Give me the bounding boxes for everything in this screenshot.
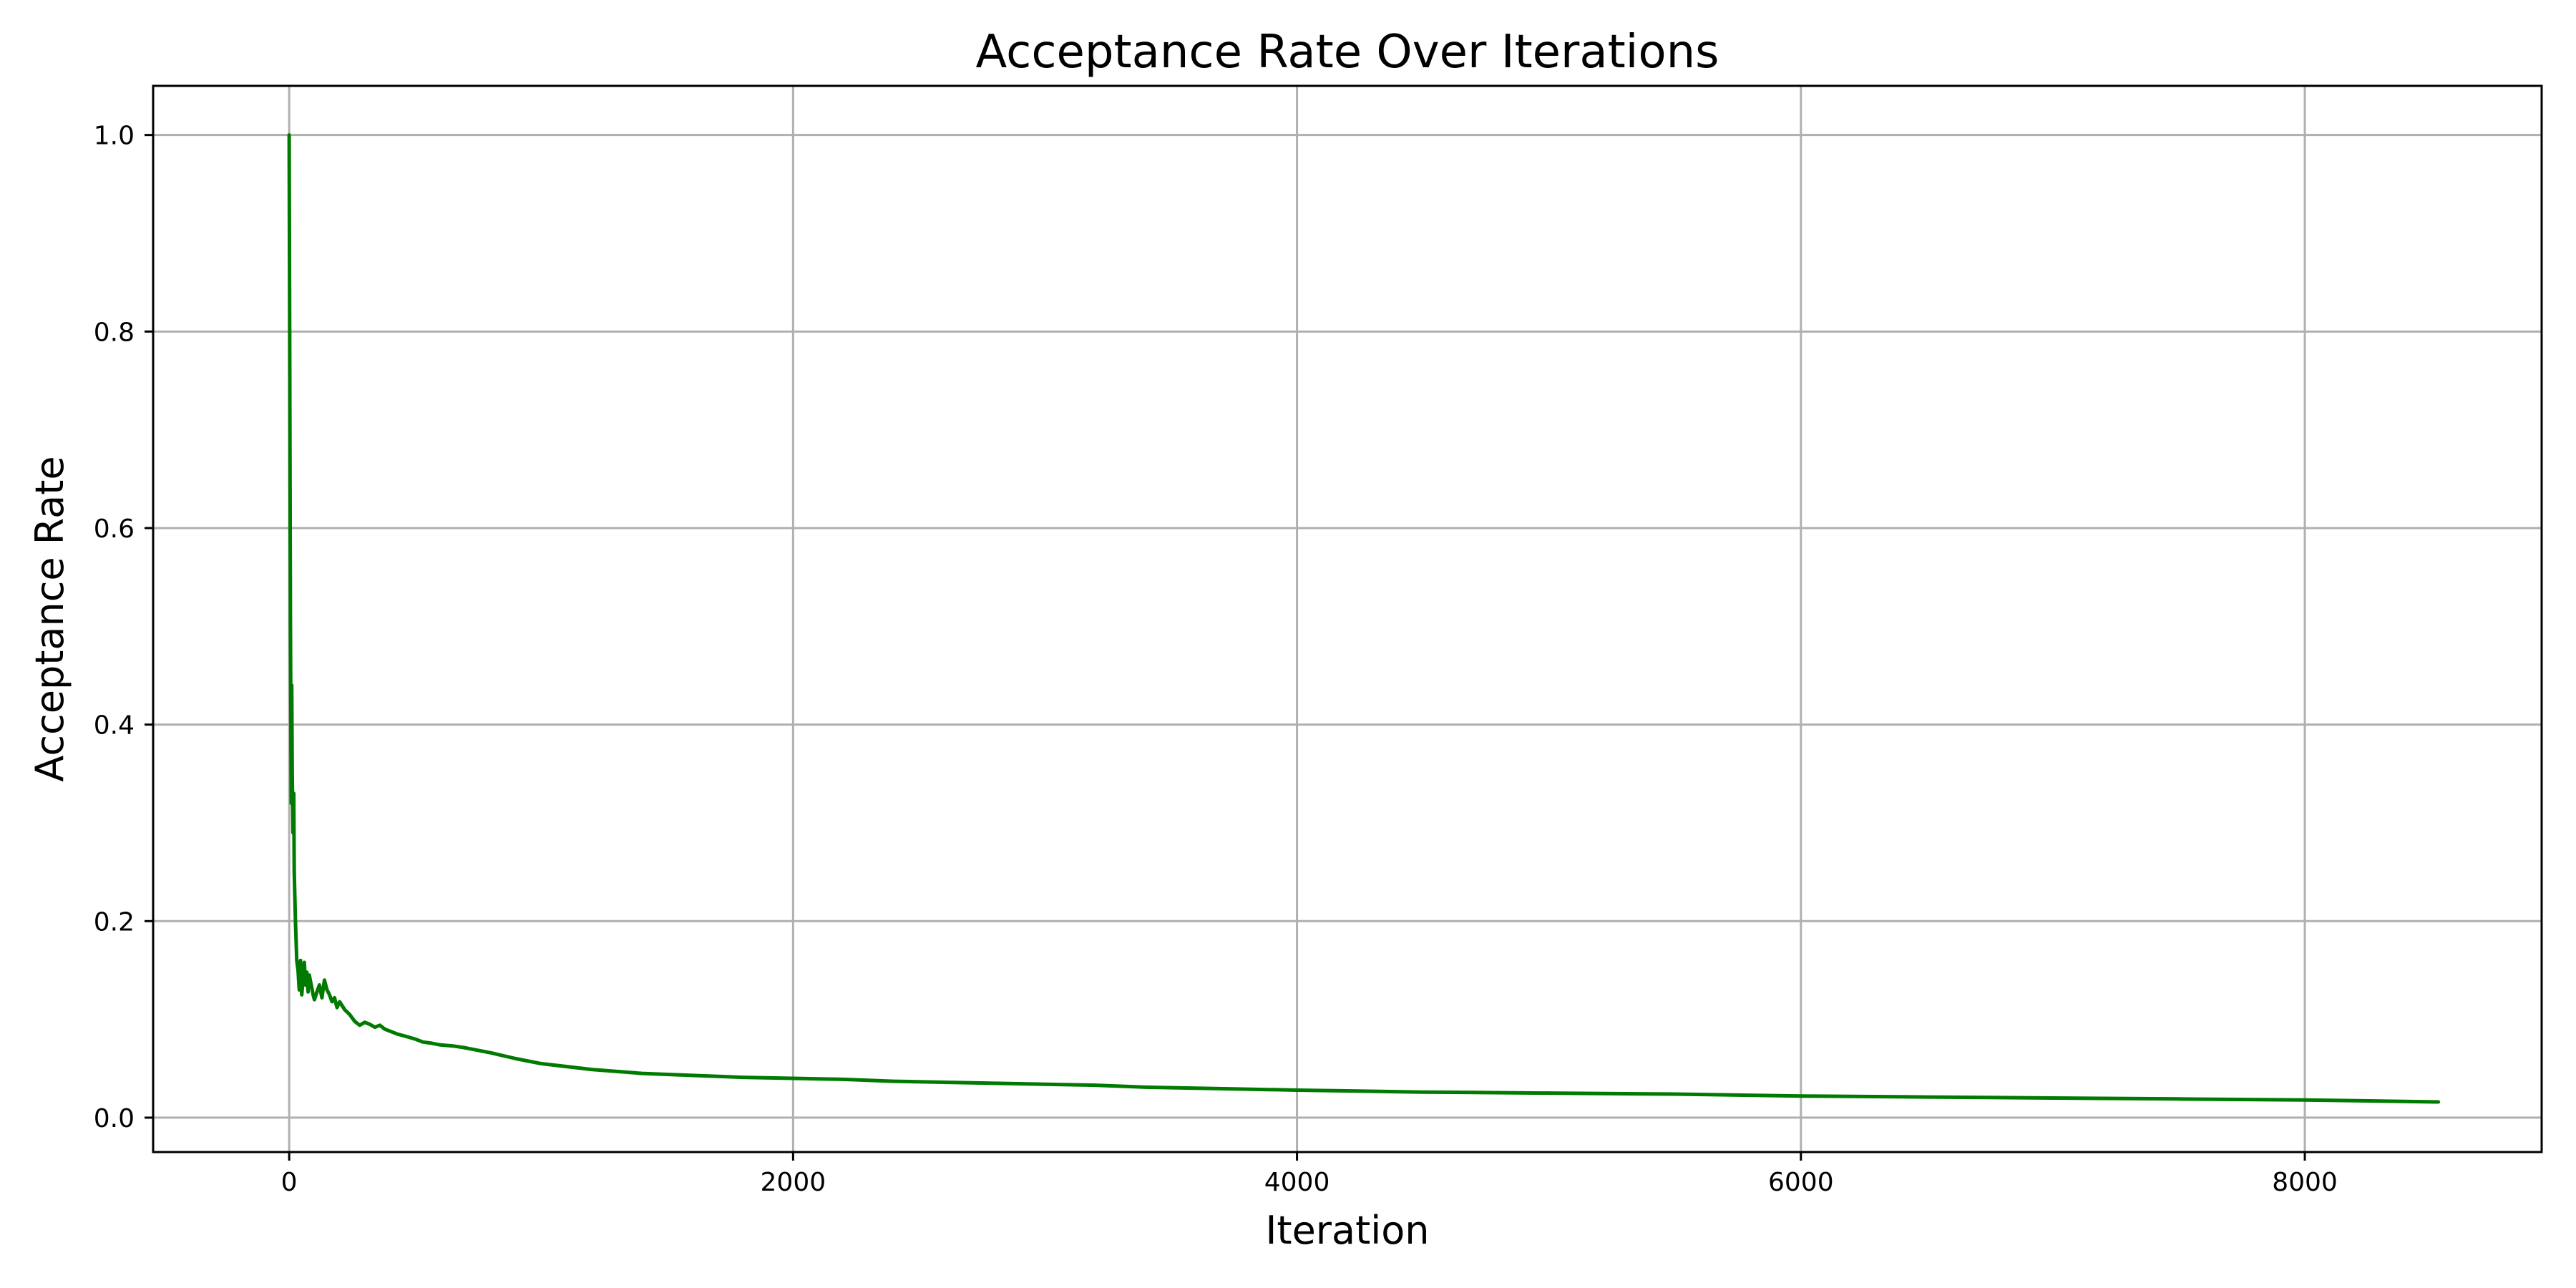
y-tick-label: 0.6	[94, 514, 135, 544]
axis-ticks: 0 2000 4000 6000 8000 0.0 0.2 0.4 0.6 0.8 1.0	[94, 122, 2338, 1197]
y-tick-label: 0.2	[94, 907, 135, 937]
y-tick-label: 1.0	[94, 122, 135, 151]
y-tick-label: 0.4	[94, 711, 135, 741]
series-line	[287, 133, 2441, 1104]
x-tick-label: 4000	[1264, 1168, 1330, 1197]
y-axis-label: Acceptance Rate	[27, 456, 72, 781]
x-tick-label: 2000	[761, 1168, 826, 1197]
y-tick-label: 0.0	[94, 1104, 135, 1133]
plot-area-frame	[152, 84, 2543, 1153]
x-tick-label: 0	[281, 1168, 298, 1197]
series-layer	[287, 133, 2441, 1104]
y-tick-label: 0.8	[94, 318, 135, 347]
chart-title: Acceptance Rate Over Iterations	[976, 26, 1719, 79]
x-axis-label: Iteration	[1265, 1208, 1429, 1253]
x-tick-label: 6000	[1768, 1168, 1834, 1197]
grid-lines	[153, 86, 2542, 1152]
x-tick-label: 8000	[2272, 1168, 2338, 1197]
